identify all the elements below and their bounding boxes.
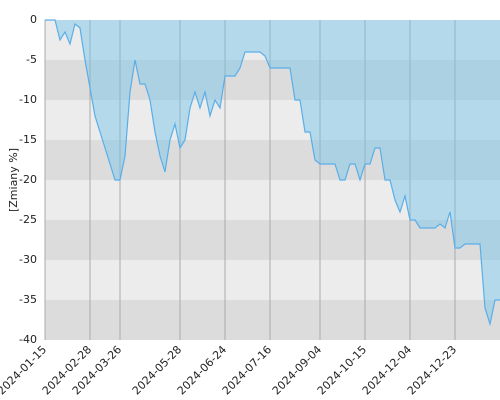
y-tick-label: -30 bbox=[19, 253, 37, 266]
y-axis-label: [Zmiany %] bbox=[7, 148, 20, 212]
y-tick-label: -35 bbox=[19, 293, 37, 306]
grid-band bbox=[45, 220, 500, 260]
grid-band bbox=[45, 100, 500, 140]
y-tick-label: -10 bbox=[19, 93, 37, 106]
grid-band bbox=[45, 180, 500, 220]
grid-band bbox=[45, 60, 500, 100]
y-tick-label: 0 bbox=[30, 13, 37, 26]
grid-band bbox=[45, 260, 500, 300]
area bbox=[45, 20, 500, 324]
y-tick-label: -25 bbox=[19, 213, 37, 226]
y-tick-label: -20 bbox=[19, 173, 37, 186]
y-tick-label: -40 bbox=[19, 333, 37, 346]
grid-band bbox=[45, 20, 500, 60]
y-tick-label: -5 bbox=[26, 53, 37, 66]
grid-band bbox=[45, 300, 500, 340]
line bbox=[45, 19, 500, 327]
y-tick-label: -15 bbox=[19, 133, 37, 146]
